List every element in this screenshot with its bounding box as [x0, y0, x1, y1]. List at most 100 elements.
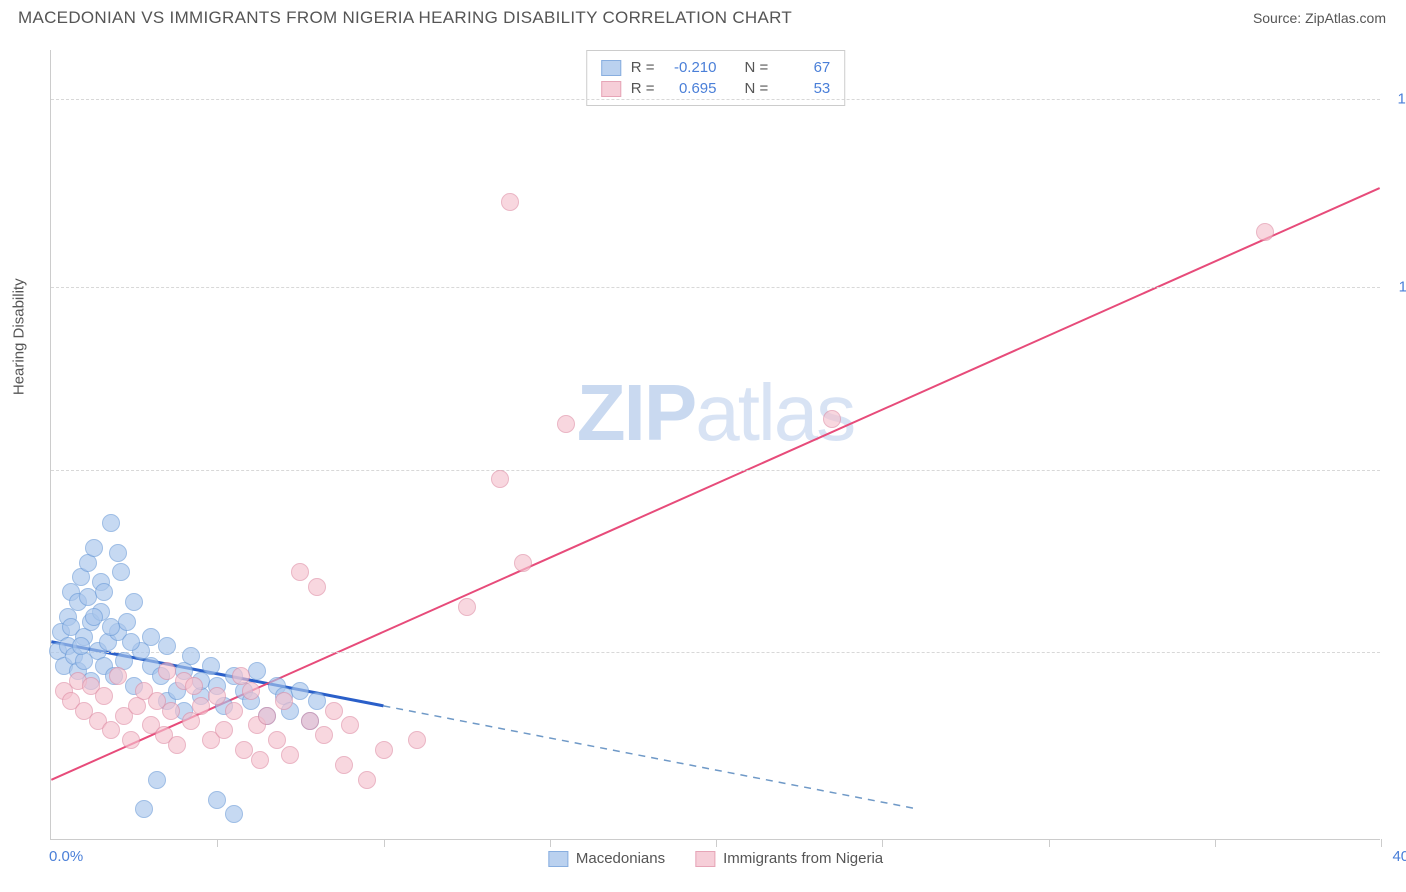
source-label: Source:: [1253, 10, 1301, 26]
legend-item: Macedonians: [548, 850, 665, 867]
x-tick: [716, 839, 717, 847]
data-point: [208, 791, 226, 809]
n-value: 53: [778, 80, 830, 97]
y-axis-label: Hearing Disability: [11, 278, 28, 395]
legend-item: Immigrants from Nigeria: [695, 850, 883, 867]
data-point: [225, 702, 243, 720]
data-point: [95, 687, 113, 705]
data-point: [225, 805, 243, 823]
x-tick: [384, 839, 385, 847]
data-point: [215, 721, 233, 739]
data-point: [291, 563, 309, 581]
data-point: [232, 667, 250, 685]
data-point: [158, 662, 176, 680]
data-point: [235, 741, 253, 759]
data-point: [102, 721, 120, 739]
data-point: [102, 618, 120, 636]
data-point: [148, 771, 166, 789]
data-point: [268, 731, 286, 749]
data-point: [162, 702, 180, 720]
x-tick: [217, 839, 218, 847]
statistics-legend: R = -0.210 N = 67 R = 0.695 N = 53: [586, 50, 846, 106]
data-point: [142, 628, 160, 646]
data-point: [125, 593, 143, 611]
data-point: [501, 193, 519, 211]
data-point: [102, 514, 120, 532]
r-value: -0.210: [665, 59, 717, 76]
data-point: [109, 544, 127, 562]
data-point: [118, 613, 136, 631]
data-point: [301, 712, 319, 730]
data-point: [251, 751, 269, 769]
x-tick: [1381, 839, 1382, 847]
series-legend: Macedonians Immigrants from Nigeria: [548, 850, 883, 867]
data-point: [168, 736, 186, 754]
data-point: [375, 741, 393, 759]
data-point: [315, 726, 333, 744]
source-name: ZipAtlas.com: [1305, 10, 1386, 26]
data-point: [557, 415, 575, 433]
x-axis-max-label: 40.0%: [1392, 848, 1406, 865]
n-label: N =: [745, 80, 769, 97]
data-point: [291, 682, 309, 700]
data-point: [85, 539, 103, 557]
r-value: 0.695: [665, 80, 717, 97]
x-axis-min-label: 0.0%: [49, 848, 83, 865]
data-point: [491, 470, 509, 488]
data-point: [514, 554, 532, 572]
trend-line-extrapolated: [383, 706, 914, 809]
data-point: [158, 637, 176, 655]
data-point: [72, 637, 90, 655]
r-label: R =: [631, 80, 655, 97]
data-point: [458, 598, 476, 616]
stat-legend-row: R = -0.210 N = 67: [601, 57, 831, 78]
data-point: [182, 647, 200, 665]
y-tick-label: 11.2%: [1399, 279, 1406, 296]
stat-legend-row: R = 0.695 N = 53: [601, 78, 831, 99]
data-point: [208, 687, 226, 705]
legend-swatch: [695, 851, 715, 867]
data-point: [242, 682, 260, 700]
data-point: [248, 662, 266, 680]
data-point: [122, 731, 140, 749]
legend-label: Immigrants from Nigeria: [723, 850, 883, 867]
data-point: [85, 608, 103, 626]
data-point: [335, 756, 353, 774]
legend-swatch: [548, 851, 568, 867]
n-value: 67: [778, 59, 830, 76]
y-tick-label: 15.0%: [1397, 91, 1406, 108]
data-point: [1256, 223, 1274, 241]
data-point: [358, 771, 376, 789]
data-point: [95, 583, 113, 601]
data-point: [275, 692, 293, 710]
data-point: [408, 731, 426, 749]
data-point: [202, 657, 220, 675]
data-point: [192, 697, 210, 715]
gridline: [51, 99, 1380, 100]
data-point: [109, 667, 127, 685]
n-label: N =: [745, 59, 769, 76]
data-point: [79, 588, 97, 606]
data-point: [135, 800, 153, 818]
data-point: [308, 692, 326, 710]
source-attribution: Source: ZipAtlas.com: [1253, 10, 1386, 26]
x-tick: [882, 839, 883, 847]
chart-title: MACEDONIAN VS IMMIGRANTS FROM NIGERIA HE…: [18, 8, 792, 28]
data-point: [281, 746, 299, 764]
r-label: R =: [631, 59, 655, 76]
x-tick: [1215, 839, 1216, 847]
legend-swatch: [601, 81, 621, 97]
data-point: [325, 702, 343, 720]
legend-label: Macedonians: [576, 850, 665, 867]
legend-swatch: [601, 60, 621, 76]
data-point: [112, 563, 130, 581]
gridline: [51, 287, 1380, 288]
gridline: [51, 470, 1380, 471]
scatter-chart: ZIPatlas Hearing Disability R =-0.210N =…: [50, 50, 1380, 840]
data-point: [341, 716, 359, 734]
data-point: [122, 633, 140, 651]
x-tick: [1049, 839, 1050, 847]
data-point: [308, 578, 326, 596]
data-point: [185, 677, 203, 695]
x-tick: [550, 839, 551, 847]
